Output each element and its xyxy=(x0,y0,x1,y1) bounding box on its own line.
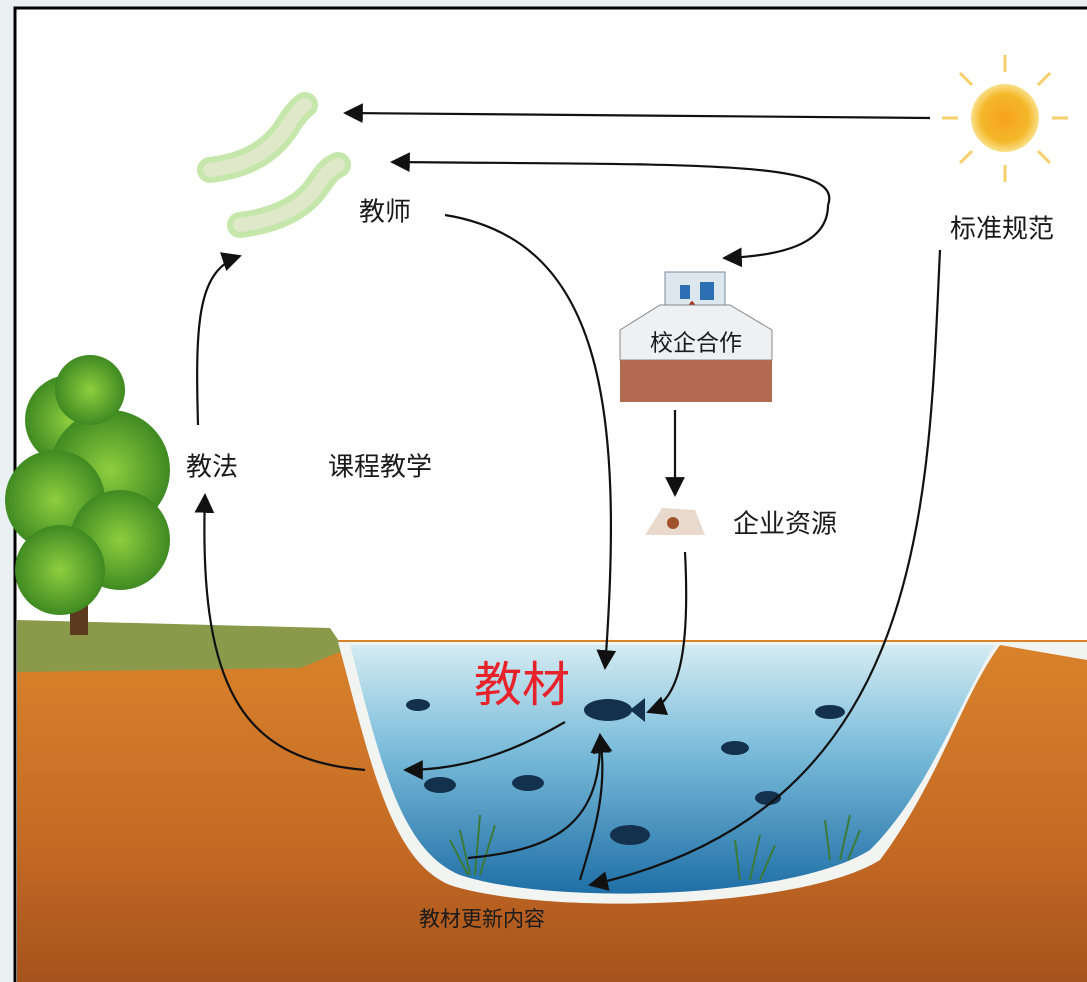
label: 标准规范 xyxy=(950,215,1054,245)
label: 校企合作 xyxy=(650,331,742,357)
label: 教材更新内容 xyxy=(419,907,545,931)
label: 教法 xyxy=(186,453,238,483)
grass xyxy=(17,620,345,672)
label-highlight: 教材 xyxy=(474,657,570,713)
label: 教师 xyxy=(359,198,411,228)
resource-icon-dot xyxy=(667,517,679,529)
label: 企业资源 xyxy=(733,510,837,540)
label: 课程教学 xyxy=(328,453,432,483)
page: {"nodes": [ {"label": "教师"}, {"label": "… xyxy=(0,0,1087,982)
diagram: 校企合作 教师 标准规范 教法 课程教学 企业资源 教材 xyxy=(0,0,1087,982)
